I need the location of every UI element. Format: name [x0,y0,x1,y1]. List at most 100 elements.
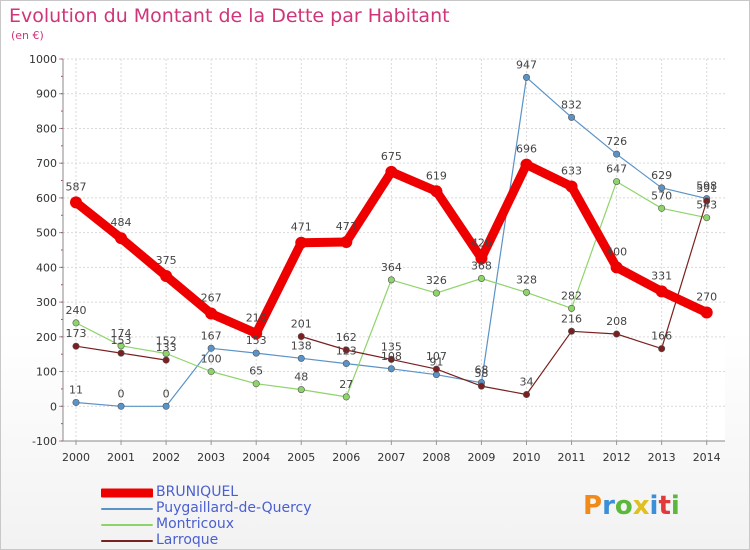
data-label: 471 [291,221,312,234]
data-label: 587 [66,180,87,193]
legend-swatch-bruniquel [101,488,153,498]
x-tick-label: 2007 [377,451,405,464]
y-tick-label: 900 [36,88,57,101]
x-tick-label: 2009 [467,451,495,464]
data-label: 138 [291,339,312,352]
data-label: 364 [381,261,402,274]
data-label: 570 [651,189,672,202]
logo-letter: i [649,491,659,521]
unit-label: (en €) [11,29,44,42]
data-label: 11 [69,383,83,396]
series-point-2 [252,380,260,388]
series-point-0 [475,252,488,265]
data-label: 270 [696,291,717,304]
series-point-2 [342,393,350,401]
series-point-1 [252,349,260,357]
y-tick-label: 700 [36,157,57,170]
series-point-2 [568,304,576,312]
logo-letter: P [583,491,603,521]
series-point-0 [160,270,173,283]
series-point-1 [613,150,621,158]
series-point-1 [72,398,80,406]
series-point-3 [72,342,80,350]
series-point-1 [207,344,215,352]
y-tick-label: 400 [36,261,57,274]
series-point-2 [658,204,666,212]
data-label: 726 [606,135,627,148]
logo-letter: i [670,491,680,521]
series-point-1 [658,184,666,192]
x-tick-label: 2005 [287,451,315,464]
y-tick-label: 500 [36,227,57,240]
data-label: 216 [561,312,582,325]
data-label: 108 [381,350,402,363]
data-label: 696 [516,143,537,156]
data-label: 152 [156,334,177,347]
x-tick-label: 2012 [603,451,631,464]
x-tick-label: 2002 [152,451,180,464]
x-tick-label: 2004 [242,451,270,464]
y-tick-label: 100 [36,366,57,379]
data-label: 484 [111,216,132,229]
data-label: 375 [156,254,177,267]
legend-item-puygaillard: Puygaillard-de-Quercy [101,501,401,517]
x-tick-label: 2011 [558,451,586,464]
data-label: 65 [249,365,263,378]
data-label: 167 [201,329,222,342]
data-label: 400 [606,245,627,258]
y-tick-label: -100 [32,435,57,448]
data-label: 123 [336,345,357,358]
series-point-1 [297,354,305,362]
data-label: 832 [561,98,582,111]
series-point-0 [520,158,533,171]
x-tick-label: 2006 [332,451,360,464]
y-tick-label: 600 [36,192,57,205]
series-point-0 [430,185,443,198]
data-label: 543 [696,199,717,212]
series-point-3 [162,356,170,364]
legend-item-bruniquel: BRUNIQUEL [101,485,401,501]
y-tick-label: 300 [36,296,57,309]
series-point-3 [613,330,621,338]
data-label: 166 [651,330,672,343]
x-tick-label: 2013 [648,451,676,464]
y-tick-label: 200 [36,331,57,344]
data-label: 48 [294,371,308,384]
data-label: 153 [111,334,132,347]
proxiti-logo: Proxiti [583,491,680,521]
series-point-3 [703,197,711,205]
series-point-2 [477,274,485,282]
data-label: 34 [520,375,534,388]
data-label: 282 [561,289,582,302]
plot-area [63,59,725,441]
data-label: 267 [201,292,222,305]
data-label: 210 [246,311,267,324]
series-point-2 [72,319,80,327]
logo-letter: r [602,491,615,521]
data-label: 162 [336,331,357,344]
x-tick-label: 2000 [62,451,90,464]
x-tick-label: 2001 [107,451,135,464]
series-point-0 [70,196,82,209]
data-label: 675 [381,150,402,163]
legend: BRUNIQUEL Puygaillard-de-Quercy Montrico… [101,485,401,549]
logo-letter: x [632,491,650,521]
series-point-3 [297,332,305,340]
x-tick-label: 2014 [693,451,721,464]
logo-letter: o [614,491,633,521]
series-point-1 [568,113,576,121]
data-label: 328 [516,273,537,286]
y-tick-label: 1000 [29,53,57,66]
series-point-2 [703,214,711,222]
series-point-0 [565,180,578,193]
legend-label-montricoux: Montricoux [156,516,235,532]
series-point-2 [432,289,440,297]
series-point-0 [340,236,353,249]
series-point-1 [522,73,530,81]
series-point-2 [613,178,621,186]
data-label: 619 [426,169,447,182]
series-point-1 [162,402,170,410]
y-tick-label: 800 [36,122,57,135]
data-label: 0 [118,387,125,400]
data-label: 368 [471,259,492,272]
